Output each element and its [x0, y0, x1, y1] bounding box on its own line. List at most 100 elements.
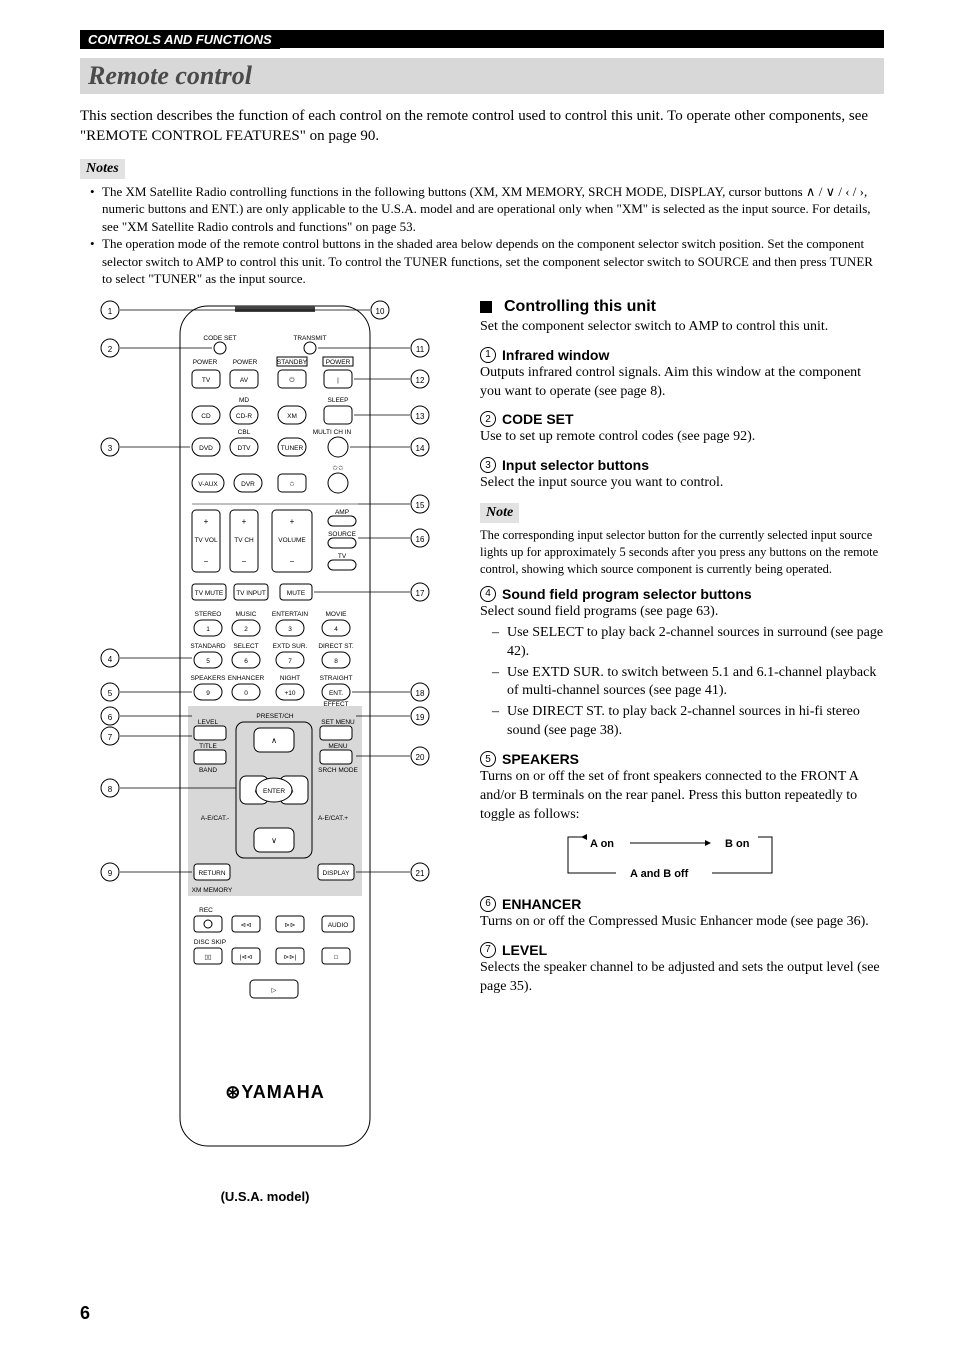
svg-text:ENTER: ENTER	[263, 788, 285, 795]
svg-text:DISPLAY: DISPLAY	[323, 870, 351, 877]
sublist-text: Use EXTD SUR. to switch between 5.1 and …	[507, 664, 884, 702]
item-body: Select sound field programs (see page 63…	[480, 603, 884, 622]
svg-text:STANDBY: STANDBY	[277, 359, 308, 366]
remote-diagram: .t { font-family: Arial, sans-serif; fon…	[80, 298, 450, 1178]
manual-page: CONTROLS AND FUNCTIONS Remote control Th…	[0, 0, 954, 1350]
svg-text:CODE SET: CODE SET	[203, 335, 236, 342]
svg-text:SELECT: SELECT	[233, 643, 258, 650]
svg-text:TV CH: TV CH	[234, 537, 254, 544]
svg-text:REC: REC	[199, 907, 213, 914]
item-heading: 4 Sound field program selector buttons	[480, 586, 884, 602]
svg-text:+: +	[204, 517, 209, 526]
dash-icon: –	[492, 664, 499, 702]
svg-text:DVD: DVD	[199, 445, 213, 452]
svg-text:20: 20	[416, 753, 425, 762]
svg-text:−: −	[290, 557, 295, 566]
svg-text:|: |	[337, 377, 339, 384]
breadcrumb: CONTROLS AND FUNCTIONS	[80, 30, 280, 49]
svg-text:9: 9	[108, 869, 113, 878]
svg-text:✩✩: ✩✩	[333, 464, 344, 472]
item-body: Outputs infrared control signals. Aim th…	[480, 364, 884, 402]
item-heading: 3 Input selector buttons	[480, 457, 884, 473]
bullet-icon: •	[90, 235, 102, 288]
svg-text:−: −	[204, 557, 209, 566]
item-heading: 5 SPEAKERS	[480, 751, 884, 767]
svg-text:8: 8	[108, 785, 113, 794]
callout-number: 4	[480, 586, 496, 602]
svg-text:TV INPUT: TV INPUT	[236, 590, 266, 597]
svg-text:DTV: DTV	[238, 445, 252, 452]
svg-text:4: 4	[334, 626, 338, 633]
svg-text:CBL: CBL	[238, 429, 251, 436]
item-title: SPEAKERS	[502, 751, 579, 767]
item-body: Select the input source you want to cont…	[480, 474, 884, 493]
sublist-item: –Use SELECT to play back 2-channel sourc…	[492, 624, 884, 662]
svg-text:AV: AV	[240, 377, 249, 384]
svg-text:XM: XM	[287, 413, 297, 420]
svg-text:MUSIC: MUSIC	[236, 611, 257, 618]
page-number: 6	[80, 1303, 90, 1324]
content-columns: .t { font-family: Arial, sans-serif; fon…	[80, 298, 884, 1204]
note-text: The XM Satellite Radio controlling funct…	[102, 183, 884, 236]
svg-text:+10: +10	[284, 690, 295, 697]
svg-text:4: 4	[108, 655, 113, 664]
svg-text:TV: TV	[202, 377, 211, 384]
section-heading-text: Controlling this unit	[504, 298, 656, 316]
item-title: Sound field program selector buttons	[502, 586, 752, 602]
remote-diagram-column: .t { font-family: Arial, sans-serif; fon…	[80, 298, 450, 1204]
bullet-icon: •	[90, 183, 102, 236]
svg-text:MD: MD	[239, 397, 249, 404]
svg-text:18: 18	[416, 689, 425, 698]
dash-icon: –	[492, 703, 499, 741]
svg-text:17: 17	[416, 589, 425, 598]
callout-number: 3	[480, 457, 496, 473]
svg-text:21: 21	[416, 869, 425, 878]
note-heading: Note	[480, 503, 519, 523]
svg-text:TV MUTE: TV MUTE	[195, 590, 224, 597]
svg-text:16: 16	[416, 535, 425, 544]
svg-text:XM MEMORY: XM MEMORY	[192, 887, 233, 894]
svg-text:3: 3	[108, 444, 113, 453]
description-column: Controlling this unit Set the component …	[480, 298, 884, 1204]
diagram-caption: (U.S.A. model)	[80, 1189, 450, 1204]
item-body: Use to set up remote control codes (see …	[480, 428, 884, 447]
svg-text:MENU: MENU	[328, 743, 347, 750]
svg-text:▯▯: ▯▯	[204, 954, 212, 961]
svg-text:CD-R: CD-R	[236, 413, 253, 420]
svg-text:A and B off: A and B off	[630, 868, 689, 880]
svg-text:RETURN: RETURN	[198, 870, 225, 877]
svg-text:LEVEL: LEVEL	[198, 719, 219, 726]
callouts-right: 10 11 12 13 14 15 16 17 18 19 20 21	[371, 301, 429, 881]
note-text: The operation mode of the remote control…	[102, 235, 884, 288]
svg-text:POWER: POWER	[326, 359, 351, 366]
svg-text:POWER: POWER	[233, 359, 258, 366]
callout-number: 7	[480, 942, 496, 958]
svg-text:∧: ∧	[271, 736, 277, 745]
svg-text:MUTE: MUTE	[287, 590, 306, 597]
svg-text:CD: CD	[201, 413, 211, 420]
item-body: Turns on or off the Compressed Music Enh…	[480, 913, 884, 932]
item-heading: 2 CODE SET	[480, 411, 884, 427]
svg-text:6: 6	[244, 658, 248, 665]
svg-text:TRANSMIT: TRANSMIT	[293, 335, 326, 342]
section-heading: Controlling this unit	[480, 298, 884, 316]
svg-text:13: 13	[416, 412, 425, 421]
svg-text:7: 7	[288, 658, 292, 665]
svg-text:⏻: ⏻	[289, 377, 294, 384]
svg-text:SOURCE: SOURCE	[328, 531, 356, 538]
svg-text:10: 10	[376, 307, 385, 316]
item-title: CODE SET	[502, 411, 574, 427]
svg-text:TUNER: TUNER	[281, 445, 304, 452]
svg-text:POWER: POWER	[193, 359, 218, 366]
svg-text:A-E/CAT.+: A-E/CAT.+	[318, 815, 348, 822]
item-title: LEVEL	[502, 942, 547, 958]
svg-text:14: 14	[416, 444, 425, 453]
svg-text:15: 15	[416, 501, 425, 510]
svg-text:AUDIO: AUDIO	[328, 922, 349, 929]
svg-text:SET MENU: SET MENU	[321, 719, 355, 726]
item-body: Turns on or off the set of front speaker…	[480, 768, 884, 825]
svg-text:⊛YAMAHA: ⊛YAMAHA	[225, 1082, 324, 1102]
item-title: Input selector buttons	[502, 457, 649, 473]
notes-heading: Notes	[80, 159, 125, 179]
svg-text:A on: A on	[590, 838, 614, 850]
